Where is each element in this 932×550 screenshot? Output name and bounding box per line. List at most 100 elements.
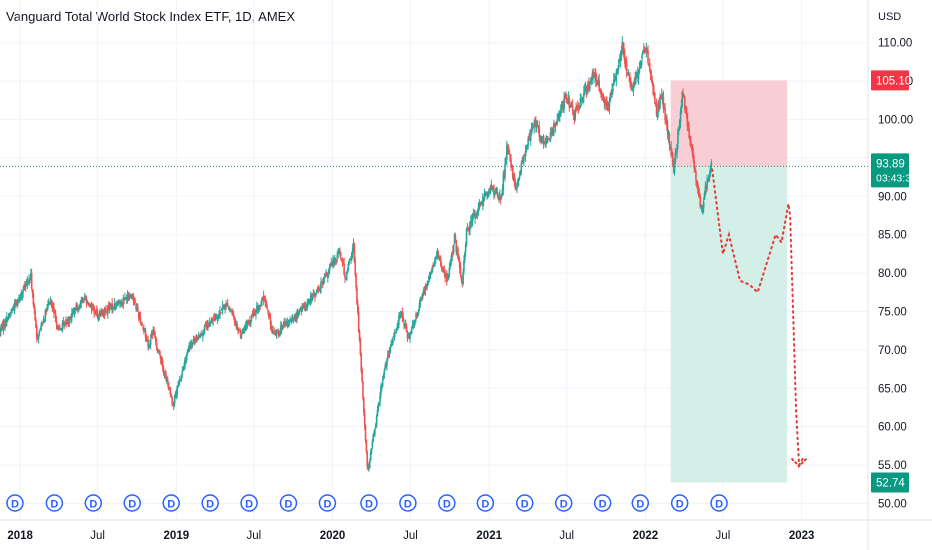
dividend-marker[interactable]: D bbox=[476, 494, 495, 512]
dividend-marker[interactable]: D bbox=[123, 494, 142, 512]
dividend-marker[interactable]: D bbox=[710, 494, 728, 512]
candle-body bbox=[244, 324, 247, 328]
candle bbox=[529, 130, 532, 146]
candle bbox=[169, 386, 172, 398]
candle-body bbox=[139, 315, 142, 323]
candle bbox=[24, 281, 27, 292]
candle bbox=[532, 126, 535, 129]
candle-body bbox=[475, 213, 477, 215]
candle-body bbox=[100, 312, 102, 316]
candle bbox=[357, 306, 360, 333]
candle-body bbox=[480, 203, 482, 205]
dividend-marker[interactable]: D bbox=[45, 494, 64, 512]
candle-body bbox=[340, 258, 343, 261]
candle bbox=[300, 307, 303, 316]
candle-body bbox=[52, 306, 54, 309]
dividend-marker[interactable]: D bbox=[84, 494, 103, 512]
dividend-marker[interactable]: D bbox=[279, 494, 298, 512]
candle-body bbox=[693, 160, 696, 169]
dividend-marker-label: D bbox=[206, 499, 214, 511]
candle bbox=[333, 257, 335, 268]
candle bbox=[642, 43, 645, 53]
candle bbox=[214, 313, 217, 321]
candle-body bbox=[54, 312, 57, 322]
dividend-marker[interactable]: D bbox=[6, 494, 24, 512]
candle bbox=[654, 92, 656, 105]
candle bbox=[357, 299, 359, 316]
candle bbox=[571, 101, 573, 108]
candle bbox=[421, 293, 423, 302]
candle-body bbox=[675, 151, 678, 153]
candle bbox=[173, 394, 176, 407]
candle-body bbox=[587, 81, 589, 89]
candle-body bbox=[86, 300, 89, 303]
candle bbox=[25, 278, 28, 287]
candle bbox=[539, 135, 541, 144]
candle bbox=[491, 185, 494, 193]
dividend-marker[interactable]: D bbox=[201, 494, 219, 512]
candle-body bbox=[623, 47, 625, 58]
candle bbox=[164, 369, 167, 378]
dividend-marker[interactable]: D bbox=[670, 494, 689, 512]
x-tick-label: 2018 bbox=[7, 530, 33, 542]
candle-body bbox=[211, 319, 214, 322]
candle bbox=[556, 113, 559, 126]
candle-body bbox=[681, 91, 684, 108]
candle-body bbox=[697, 190, 700, 192]
candle bbox=[658, 97, 660, 112]
candle bbox=[142, 326, 144, 331]
candle bbox=[579, 93, 582, 109]
dividend-marker[interactable]: D bbox=[162, 494, 180, 512]
candle bbox=[77, 307, 79, 314]
candle bbox=[360, 351, 363, 374]
candle bbox=[417, 308, 420, 316]
candle-body bbox=[383, 369, 386, 376]
candle bbox=[553, 122, 556, 128]
candle-body bbox=[300, 310, 303, 312]
candle bbox=[275, 329, 278, 339]
candle-body bbox=[458, 258, 460, 262]
candle bbox=[392, 336, 394, 346]
candle-body bbox=[648, 63, 650, 65]
candle-body bbox=[515, 186, 517, 190]
dividend-marker[interactable]: D bbox=[240, 494, 258, 512]
dividend-marker[interactable]: D bbox=[631, 494, 650, 512]
candle bbox=[635, 70, 637, 85]
candle-body bbox=[577, 104, 579, 106]
dividend-marker[interactable]: D bbox=[515, 494, 534, 512]
candle bbox=[228, 306, 231, 312]
dividend-marker[interactable]: D bbox=[554, 494, 573, 512]
dividend-marker[interactable]: D bbox=[318, 494, 337, 512]
candle-body bbox=[702, 201, 705, 209]
candle bbox=[113, 297, 116, 311]
candle-body bbox=[232, 314, 235, 318]
candle bbox=[678, 126, 680, 135]
dividend-marker[interactable]: D bbox=[360, 494, 378, 512]
candle bbox=[422, 287, 425, 296]
candle-body bbox=[172, 402, 175, 407]
candle-body bbox=[31, 289, 34, 294]
candle bbox=[251, 310, 254, 317]
candle-body bbox=[662, 97, 665, 109]
dividend-marker[interactable]: D bbox=[399, 494, 417, 512]
candle bbox=[478, 199, 481, 211]
candle-body bbox=[659, 97, 661, 109]
candle bbox=[574, 107, 577, 122]
dividend-marker-label: D bbox=[89, 499, 97, 511]
candle bbox=[338, 248, 340, 255]
candle-body bbox=[616, 71, 618, 73]
candle bbox=[536, 120, 539, 127]
candle bbox=[385, 361, 387, 368]
candle-body bbox=[468, 228, 470, 230]
candle bbox=[182, 366, 184, 372]
candle-body bbox=[524, 150, 527, 157]
candle bbox=[436, 247, 439, 260]
candle bbox=[162, 365, 165, 376]
dividend-marker[interactable]: D bbox=[593, 494, 612, 512]
candle-body bbox=[667, 132, 670, 137]
candle-body bbox=[478, 203, 481, 208]
candle bbox=[242, 327, 244, 334]
candle-body bbox=[601, 98, 604, 100]
dividend-marker[interactable]: D bbox=[438, 494, 456, 512]
